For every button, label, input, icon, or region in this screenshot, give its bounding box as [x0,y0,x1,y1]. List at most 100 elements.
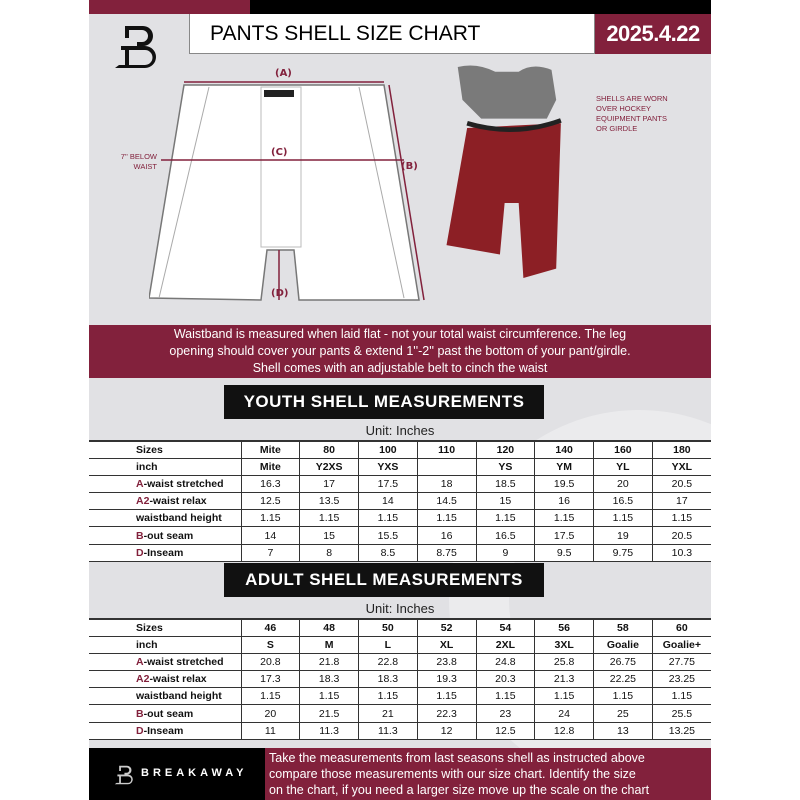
table-cell: 24 [534,704,594,723]
table-cell: Goalie [593,636,653,654]
table-cell: 18 [417,475,477,494]
table-row: A-waist stretched 20.8 21.8 22.8 23.8 24.8 25.… [89,653,711,672]
row-label-text: -Inseam [143,546,184,559]
table-cell: 21 [358,704,418,723]
row-label-text: inch [136,460,158,473]
pants-photo [446,65,562,278]
banner-line: Waistband is measured when laid flat - n… [173,327,627,341]
row-label-text: -Inseam [143,724,184,737]
table-cell: 100 [358,439,418,459]
page-title: PANTS SHELL SIZE CHART [189,14,595,54]
table-cell: 1.15 [358,509,418,528]
table-cell: 10.3 [652,544,711,562]
table-cell: 17.5 [358,475,418,494]
row-label: inch [89,458,242,476]
table-cell: 12.8 [534,722,594,740]
label-b: (B) [401,161,418,172]
table-cell: YXS [358,458,418,476]
table-cell: 13.25 [652,722,711,740]
row-label: waistband height [89,687,242,706]
table-cell: 18.5 [476,475,536,494]
table-cell: 16.3 [241,475,301,494]
adult-size-table: Sizes 46 48 50 52 54 56 58 60 inch S M L XL 2XL 3XL Goal… [89,617,711,740]
note-line: OR GIRDLE [596,124,638,133]
table-cell: 56 [534,617,594,637]
row-label-prefix: A [136,477,144,490]
table-cell: 12.5 [476,722,536,740]
table-cell: 21.3 [534,670,594,689]
table-cell: 7 [241,544,301,562]
table-cell: L [358,636,418,654]
row-label: A-waist stretched [89,475,242,494]
footer-line: Take the measurements from last seasons … [269,751,645,765]
brand-name: BREAKAWAY [141,767,248,779]
table-cell: 19.5 [534,475,594,494]
row-label-text: -waist relax [149,495,207,508]
row-label-text: Sizes [136,443,163,456]
table-cell: 48 [299,617,359,637]
table-cell: 23.8 [417,653,477,672]
footer-instructions: Take the measurements from last seasons … [265,748,711,800]
row-label: B-out seam [89,526,242,545]
below-waist-note: 7'' BELOW WAIST [105,152,157,172]
row-label-text: -waist stretched [143,655,224,668]
table-row: Sizes 46 48 50 52 54 56 58 60 [89,617,711,637]
table-cell: 17 [652,492,711,511]
top-bar-accent [89,0,250,14]
table-cell: 17 [299,475,359,494]
table-cell: 52 [417,617,477,637]
table-cell: 11.3 [358,722,418,740]
table-cell: Y2XS [299,458,359,476]
table-cell: 14.5 [417,492,477,511]
table-cell: 18.3 [299,670,359,689]
table-cell: 46 [241,617,301,637]
table-cell: 26.75 [593,653,653,672]
table-cell: 20.5 [652,526,711,545]
table-cell: 1.15 [534,509,594,528]
table-cell: 1.15 [652,687,711,706]
table-cell: 1.15 [652,509,711,528]
table-cell: 160 [593,439,653,459]
adult-section-title: ADULT SHELL MEASUREMENTS [224,563,544,597]
brand-logo [111,22,161,72]
row-label: inch [89,636,242,654]
table-cell: Mite [241,439,301,459]
note-line: EQUIPMENT PANTS [596,114,667,123]
table-cell: 8.5 [358,544,418,562]
table-cell: 110 [417,439,477,459]
size-chart-page: PANTS SHELL SIZE CHART 2025.4.22 (A) (C)… [89,0,711,800]
table-cell: 11 [241,722,301,740]
note-line: 7'' BELOW [120,152,157,161]
row-label: B-out seam [89,704,242,723]
table-row: B-out seam 20 21.5 21 22.3 23 24 25 25.5 [89,704,711,723]
adult-unit: Unit: Inches [365,601,435,616]
table-cell: 15 [476,492,536,511]
table-cell: 1.15 [358,687,418,706]
table-cell: 20 [593,475,653,494]
table-cell: 54 [476,617,536,637]
row-label-prefix: A2 [136,673,150,686]
table-cell: 58 [593,617,653,637]
row-label-prefix: D [136,724,144,737]
table-cell: 17.3 [241,670,301,689]
table-cell: 60 [652,617,711,637]
table-cell: 22.25 [593,670,653,689]
row-label-text: inch [136,638,158,651]
date-badge: 2025.4.22 [595,14,711,54]
row-label: A2-waist relax [89,492,242,511]
table-cell: YM [534,458,594,476]
table-cell: 20.3 [476,670,536,689]
table-cell: 21.8 [299,653,359,672]
table-cell: 9.5 [534,544,594,562]
table-cell: 8.75 [417,544,477,562]
table-cell: 16 [534,492,594,511]
table-cell: YXL [652,458,711,476]
youth-unit: Unit: Inches [365,423,435,438]
row-label-prefix: A2 [136,495,150,508]
table-cell: XL [417,636,477,654]
brand-logo [114,765,133,785]
table-row: waistband height 1.15 1.15 1.15 1.15 1.15 1.15… [89,687,711,706]
table-cell: 13 [593,722,653,740]
row-label: waistband height [89,509,242,528]
table-cell: 23.25 [652,670,711,689]
